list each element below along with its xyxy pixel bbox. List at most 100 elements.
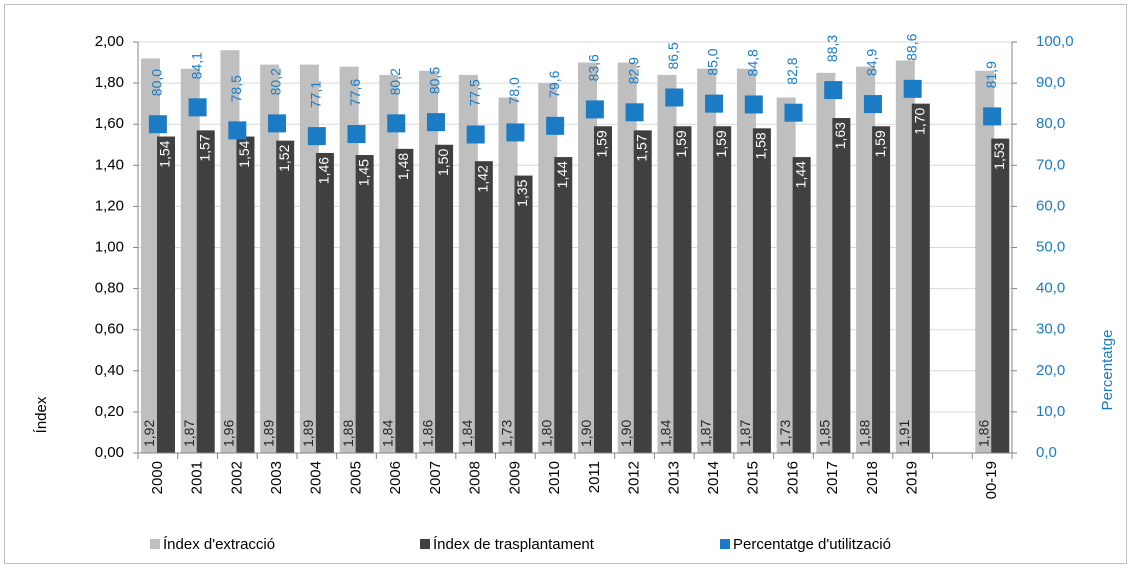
data-label: 1,84 (380, 420, 396, 447)
y2-tick-label: 60,0 (1036, 197, 1065, 214)
bar (657, 74, 677, 453)
data-label: 1,96 (221, 420, 237, 447)
y2-axis-label: Percentatge (1099, 330, 1116, 411)
bar (395, 148, 414, 454)
bar (554, 157, 573, 453)
data-label: 82,8 (784, 57, 800, 84)
data-label: 1,87 (697, 420, 713, 447)
data-label: 1,85 (817, 420, 833, 447)
data-label: 86,5 (665, 42, 681, 69)
bar (498, 97, 518, 454)
bar (991, 138, 1010, 453)
data-label: 1,87 (181, 420, 197, 447)
legend-swatch (150, 539, 160, 549)
legend-swatch (420, 539, 430, 549)
y-tick-label: 2,00 (95, 33, 124, 50)
x-tick-label: 2016 (784, 461, 801, 494)
bar (776, 97, 796, 454)
bar (792, 157, 811, 453)
data-label: 1,73 (499, 420, 515, 447)
bar (260, 64, 280, 453)
data-label: 1,46 (316, 157, 332, 184)
y-tick-label: 1,80 (95, 74, 124, 91)
legend-label: Percentatge d'utilització (733, 536, 891, 553)
marker (863, 95, 882, 114)
marker (268, 114, 287, 133)
y2-tick-label: 50,0 (1036, 238, 1065, 255)
y2-tick-label: 30,0 (1036, 321, 1065, 338)
x-tick-label: 2002 (228, 461, 245, 494)
bar (673, 126, 692, 453)
x-tick-label: 2019 (904, 461, 921, 494)
x-tick-label: 2003 (268, 461, 285, 494)
marker (585, 100, 604, 119)
x-tick-label: 2018 (864, 461, 881, 494)
data-label: 84,8 (744, 49, 760, 76)
data-label: 1,57 (196, 134, 212, 161)
data-label: 85,0 (705, 48, 721, 75)
data-label: 80,2 (268, 68, 284, 95)
data-label: 1,63 (832, 122, 848, 149)
bar (276, 140, 295, 453)
marker (983, 107, 1002, 126)
data-label: 1,59 (713, 130, 729, 157)
bar (196, 130, 215, 454)
data-label: 1,84 (658, 420, 674, 447)
marker (903, 79, 922, 98)
data-label: 1,53 (991, 142, 1007, 169)
bar (752, 128, 771, 453)
bar (633, 130, 652, 454)
bar (713, 126, 732, 453)
y2-tick-label: 20,0 (1036, 362, 1065, 379)
y2-tick-label: 100,0 (1036, 33, 1074, 50)
data-label: 1,80 (538, 420, 554, 447)
data-label: 1,73 (777, 420, 793, 447)
data-label: 1,92 (141, 420, 157, 447)
bar (872, 126, 891, 453)
data-label: 79,6 (546, 70, 562, 97)
x-tick-label: 2014 (705, 461, 722, 494)
bar (299, 64, 319, 453)
bar (339, 66, 359, 453)
x-tick-label: 2009 (506, 461, 523, 494)
data-label: 1,35 (514, 179, 530, 206)
y2-tick-label: 0,0 (1036, 444, 1057, 461)
bar (856, 66, 876, 453)
data-label: 1,42 (475, 165, 491, 192)
legend-label: Índex de trasplantament (433, 536, 595, 553)
marker (426, 113, 445, 132)
data-label: 78,0 (506, 77, 522, 104)
x-tick-label: 2015 (745, 461, 762, 494)
data-label: 1,90 (618, 420, 634, 447)
data-label: 84,1 (188, 52, 204, 79)
bar (220, 50, 240, 453)
data-label: 1,89 (260, 420, 276, 447)
x-tick-label: 2006 (387, 461, 404, 494)
bar (538, 83, 558, 453)
data-label: 1,91 (896, 420, 912, 447)
bar (355, 155, 374, 453)
chart-frame (4, 4, 1127, 564)
data-label: 83,6 (586, 54, 602, 81)
legend-swatch (720, 539, 730, 549)
x-tick-label: 00-19 (983, 461, 1000, 499)
y-tick-label: 0,20 (95, 403, 124, 420)
bar (816, 72, 836, 453)
data-label: 1,86 (975, 420, 991, 447)
y2-tick-label: 80,0 (1036, 115, 1065, 132)
x-tick-label: 2001 (189, 461, 206, 494)
marker (625, 103, 644, 122)
bar (578, 62, 597, 454)
data-label: 1,59 (594, 130, 610, 157)
data-label: 1,57 (633, 134, 649, 161)
marker (546, 116, 565, 135)
marker (148, 115, 167, 134)
marker (744, 95, 763, 114)
data-label: 1,88 (340, 420, 356, 447)
data-label: 1,59 (673, 130, 689, 157)
y-tick-label: 1,40 (95, 156, 124, 173)
data-label: 80,5 (427, 67, 443, 94)
data-label: 77,6 (347, 79, 363, 106)
bar (697, 68, 717, 453)
data-label: 1,84 (459, 420, 475, 447)
